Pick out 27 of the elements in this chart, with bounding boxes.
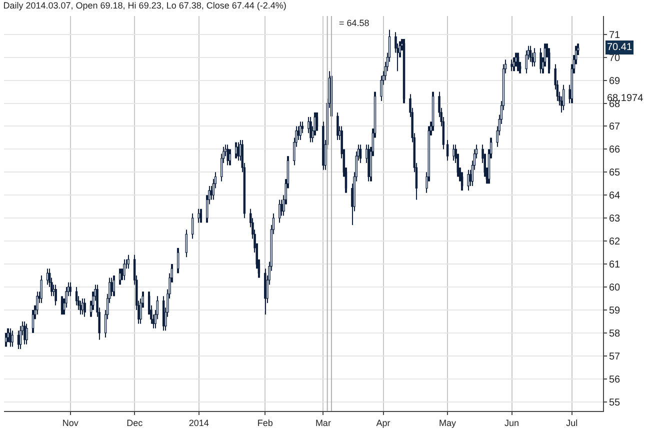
y-tick-label: 66 — [609, 144, 621, 156]
chart-title: Daily 2014.03.07, Open 69.18, Hi 69.23, Lo 67.38, Close 67.44 (-2.4%) — [3, 0, 286, 10]
y-tick-label: 69 — [609, 76, 621, 87]
x-tick-label: Feb — [257, 418, 273, 428]
y-tick-label: 63 — [609, 214, 621, 225]
x-tick-label: Jun — [504, 418, 520, 428]
text: 70.41 — [607, 42, 632, 53]
y-tick-label: 62 — [609, 236, 621, 248]
x-tick-label: Dec — [126, 418, 144, 428]
y-tick-label: 71 — [609, 30, 621, 41]
y-tick-label: 57 — [609, 351, 621, 362]
x-tick-label: Mar — [315, 418, 331, 428]
x-tick-label: 2014 — [188, 418, 209, 428]
x-tick-label: Jul — [566, 418, 578, 428]
y-tick-label: 59 — [609, 305, 621, 316]
y-tick-label: 61 — [609, 260, 621, 271]
y-tick-label: 58 — [609, 328, 621, 340]
y-tick-label: 56 — [609, 374, 621, 386]
y-tick-label: 67 — [609, 122, 621, 133]
x-tick-label: Apr — [376, 418, 390, 428]
y-tick-label: 55 — [609, 397, 621, 408]
y-tick-label: 60 — [609, 282, 621, 294]
y-tick-label: 64 — [609, 190, 621, 202]
x-tick-label: May — [439, 418, 457, 428]
annotation: = 64.58 — [339, 18, 370, 28]
y-tick-label: 65 — [609, 168, 621, 179]
x-tick-label: Nov — [62, 418, 79, 428]
